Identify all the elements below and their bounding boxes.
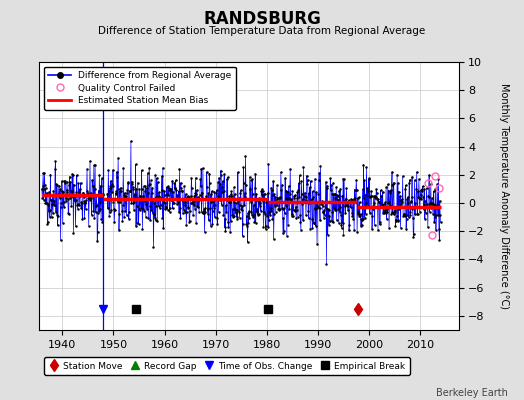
Y-axis label: Monthly Temperature Anomaly Difference (°C): Monthly Temperature Anomaly Difference (… [499, 83, 509, 309]
Text: Berkeley Earth: Berkeley Earth [436, 388, 508, 398]
Text: RANDSBURG: RANDSBURG [203, 10, 321, 28]
Text: Difference of Station Temperature Data from Regional Average: Difference of Station Temperature Data f… [99, 26, 425, 36]
Legend: Station Move, Record Gap, Time of Obs. Change, Empirical Break: Station Move, Record Gap, Time of Obs. C… [44, 357, 410, 375]
